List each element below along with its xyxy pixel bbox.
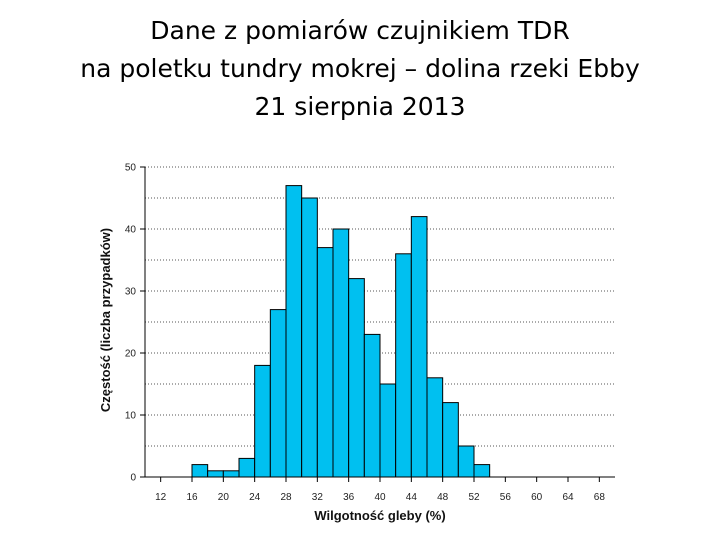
y-axis-label: Częstość (liczba przypadków) xyxy=(98,228,113,412)
histogram-bar xyxy=(348,278,365,478)
x-tick-label: 44 xyxy=(406,492,418,503)
histogram-bar xyxy=(363,333,381,478)
histogram-bar xyxy=(395,253,412,478)
title-line-3: 21 sierpnia 2013 xyxy=(254,92,466,121)
histogram-bar xyxy=(379,383,397,478)
x-tick-label: 20 xyxy=(218,492,230,503)
axes xyxy=(140,166,615,482)
x-tick-label: 16 xyxy=(186,492,198,503)
histogram-bars xyxy=(191,185,491,478)
y-tick-label: 50 xyxy=(125,163,137,174)
x-tick-label: 36 xyxy=(343,492,355,503)
x-tick-label: 64 xyxy=(562,492,574,503)
y-tick-label: 30 xyxy=(125,287,137,298)
y-tick-label: 40 xyxy=(125,225,137,236)
x-tick-label: 12 xyxy=(155,492,167,503)
x-tick-label: 48 xyxy=(437,492,449,503)
histogram-bar xyxy=(238,457,256,478)
histogram-bar xyxy=(426,377,444,478)
histogram-bar xyxy=(254,364,271,478)
x-tick-label: 68 xyxy=(594,492,606,503)
histogram-bar xyxy=(316,247,334,478)
x-tick-label: 24 xyxy=(249,492,261,503)
title-line-1: Dane z pomiarów czujnikiem TDR xyxy=(150,16,570,45)
y-tick-label: 10 xyxy=(125,411,137,422)
x-tick-label: 32 xyxy=(312,492,324,503)
x-tick-label: 60 xyxy=(531,492,543,503)
histogram-bar xyxy=(301,197,318,478)
histogram-bar xyxy=(473,464,491,478)
y-tick-label: 20 xyxy=(125,349,137,360)
histogram-bar xyxy=(191,464,209,478)
histogram-bar xyxy=(332,228,350,478)
title-line-2: na poletku tundry mokrej – dolina rzeki … xyxy=(80,54,640,83)
y-tick-labels: 0 10 20 30 40 50 xyxy=(125,163,137,484)
y-tick-label: 0 xyxy=(130,473,136,484)
x-tick-label: 40 xyxy=(374,492,386,503)
chart-title: Dane z pomiarów czujnikiem TDR na poletk… xyxy=(0,12,720,126)
x-tick-label: 52 xyxy=(468,492,480,503)
x-tick-label: 56 xyxy=(500,492,512,503)
histogram-bar xyxy=(207,470,224,478)
histogram-bar xyxy=(222,470,240,478)
histogram-bar xyxy=(285,185,303,478)
histogram-bar xyxy=(269,309,287,478)
histogram-bar xyxy=(457,445,475,478)
x-tick-label: 28 xyxy=(280,492,292,503)
histogram-bar xyxy=(442,402,459,478)
histogram-bar xyxy=(410,216,428,478)
x-axis-label: Wilgotność gleby (%) xyxy=(314,508,445,523)
x-tick-labels: 12 16 20 24 28 32 36 40 44 48 52 56 60 64 68 xyxy=(155,492,605,503)
